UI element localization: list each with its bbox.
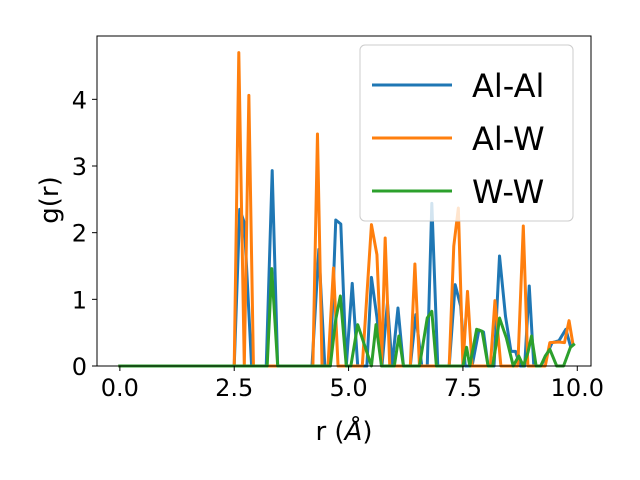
legend-label-w-w: W-W	[472, 173, 544, 211]
axes	[96, 35, 592, 367]
x-tick-label: 0.0	[101, 374, 139, 402]
y-tick-label: 4	[72, 86, 87, 114]
legend: Al-Al Al-W W-W	[359, 44, 574, 222]
x-tick-label: 5.0	[329, 374, 367, 402]
legend-box	[359, 44, 574, 222]
x-tick-label: 7.5	[444, 374, 482, 402]
x-tick-label: 10.0	[551, 374, 604, 402]
legend-label-al-w: Al-W	[472, 120, 545, 158]
x-axis-label-prefix: r (	[315, 417, 344, 447]
y-tick-label: 2	[72, 220, 87, 248]
y-tick-label: 3	[72, 153, 87, 181]
y-tick-label: 0	[72, 353, 87, 381]
legend-label-al-al: Al-Al	[472, 67, 544, 105]
x-axis-label-unit: Å	[343, 415, 363, 447]
y-tick-label: 1	[72, 286, 87, 314]
axes-frame	[96, 35, 592, 367]
x-axis-label: r (Å)	[315, 415, 372, 447]
x-tick-label: 2.5	[215, 374, 253, 402]
tick-marks: 0.0 2.5 5.0 7.5 10.0 0 1 2 3 4	[72, 86, 604, 402]
x-axis-label-suffix: )	[362, 417, 372, 447]
y-axis-label: g(r)	[35, 176, 65, 223]
